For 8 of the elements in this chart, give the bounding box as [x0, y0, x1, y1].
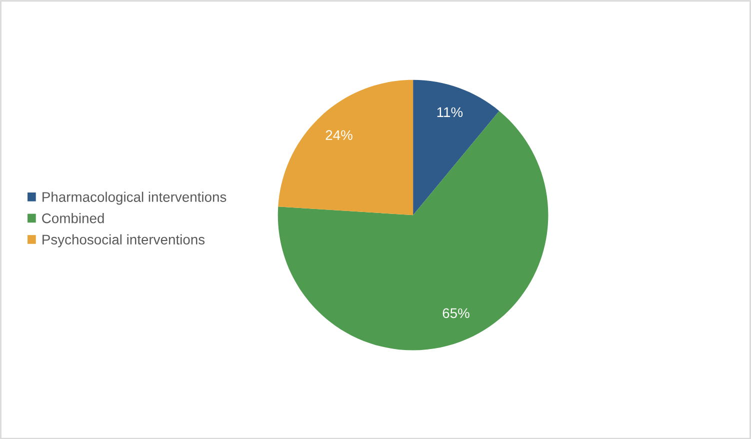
- pie-slice: [413, 80, 500, 216]
- data-label: 24%: [326, 130, 352, 140]
- legend-label: Psychosocial interventions: [42, 234, 205, 248]
- data-label: 65%: [442, 308, 470, 318]
- legend-label: Combined: [42, 213, 104, 224]
- legend-label: Pharmacological interventions: [42, 192, 226, 205]
- data-label: 11%: [437, 107, 463, 118]
- pie-slice: [278, 80, 414, 216]
